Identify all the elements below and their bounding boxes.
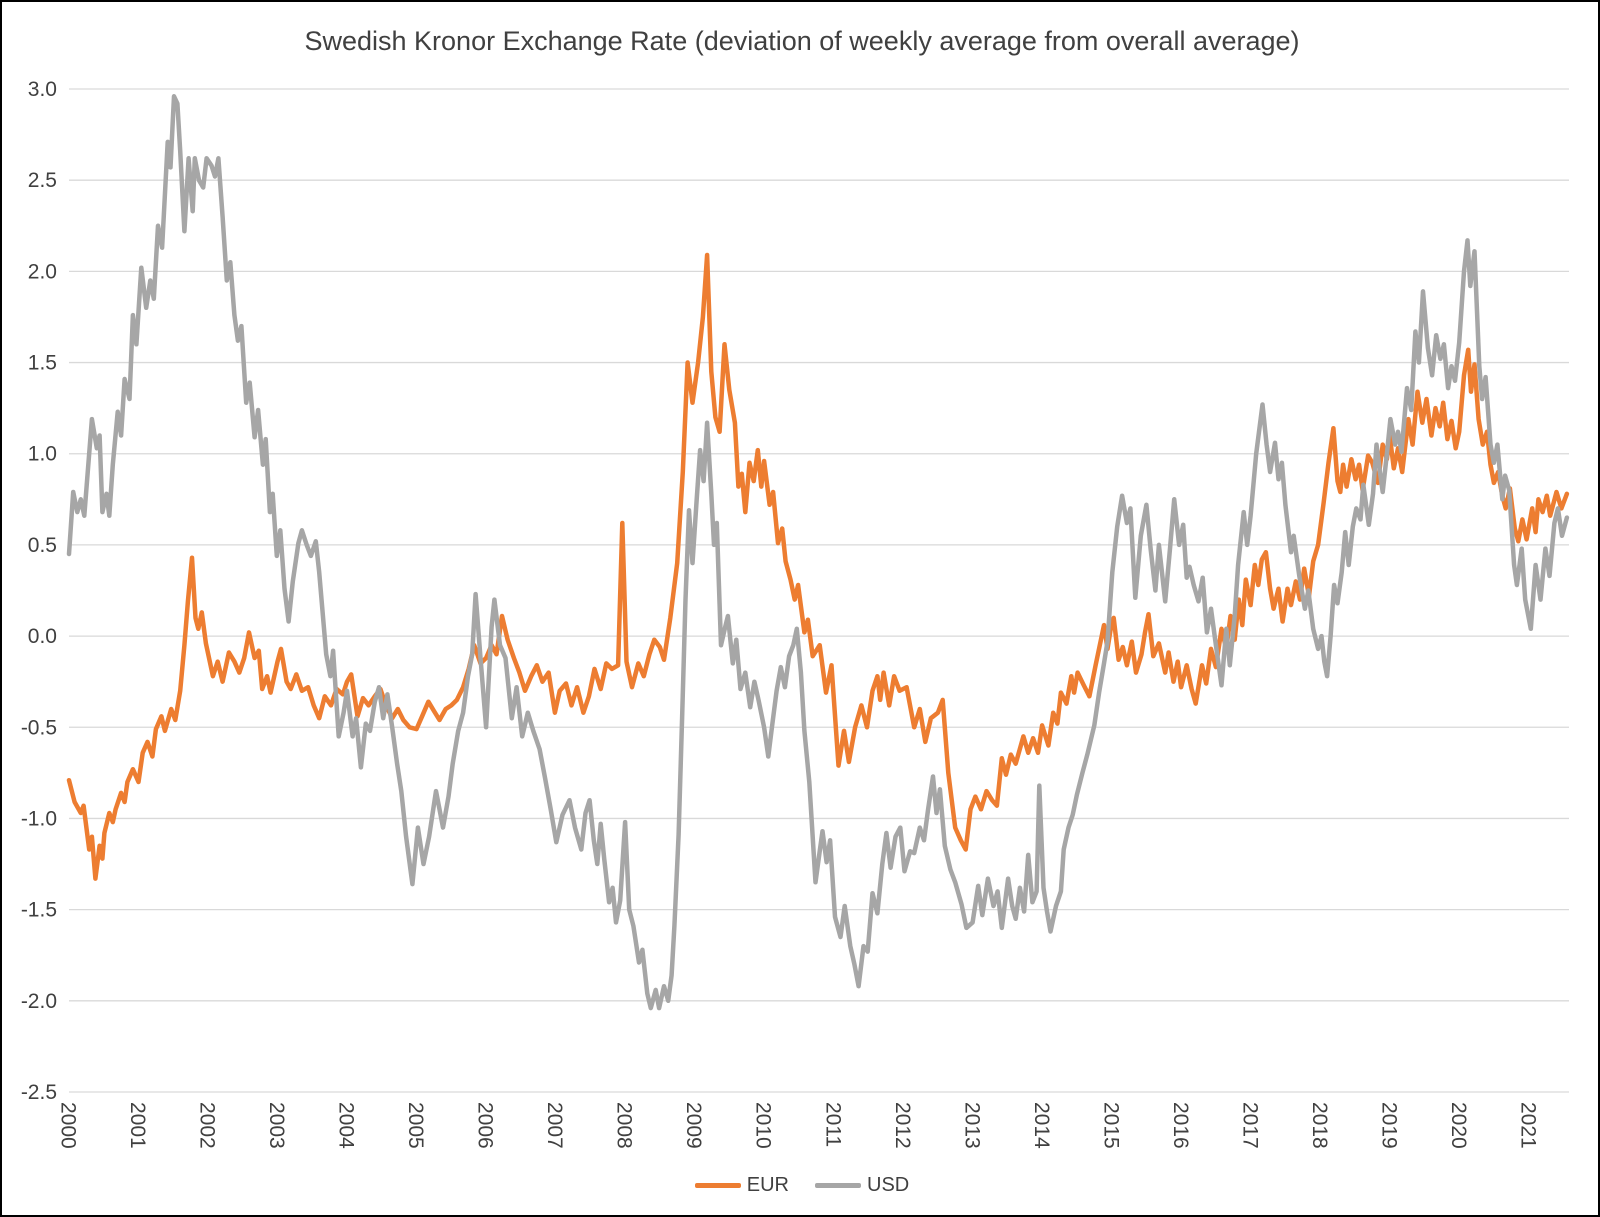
- y-axis-tick-label: -0.5: [21, 716, 57, 739]
- x-axis-tick-label: 2006: [474, 1102, 497, 1149]
- x-axis-tick-label: 2004: [335, 1102, 358, 1149]
- y-axis-tick-label: -2.5: [21, 1081, 57, 1104]
- x-axis-tick-label: 2020: [1447, 1102, 1470, 1149]
- x-axis-tick-label: 2011: [821, 1102, 844, 1147]
- x-axis-tick-label: 2018: [1308, 1102, 1331, 1149]
- x-axis-tick-label: 2017: [1238, 1102, 1261, 1149]
- eur-line-swatch: [694, 1183, 741, 1188]
- x-axis-tick-label: 2021: [1516, 1102, 1539, 1149]
- y-axis-tick-label: -1.0: [21, 807, 57, 830]
- x-axis-tick-label: 2016: [1169, 1102, 1192, 1149]
- y-axis-tick-label: 0.5: [28, 534, 57, 557]
- x-axis-tick-label: 2008: [613, 1102, 636, 1149]
- legend-item-eur: EUR: [694, 1174, 789, 1197]
- x-axis-tick-label: 2005: [404, 1102, 427, 1149]
- x-axis-tick-label: 2002: [196, 1102, 219, 1149]
- usd-line-swatch: [815, 1183, 861, 1188]
- y-axis-tick-label: -1.5: [21, 899, 57, 922]
- chart-title: Swedish Kronor Exchange Rate (deviation …: [304, 26, 1300, 56]
- x-axis-tick-label: 2019: [1377, 1102, 1400, 1149]
- x-axis-tick-label: 2012: [891, 1102, 914, 1149]
- y-axis-tick-label: 1.5: [28, 352, 57, 375]
- legend-label-eur: EUR: [746, 1174, 789, 1196]
- x-axis-tick-label: 2001: [126, 1102, 149, 1149]
- usd-line: [66, 94, 1570, 1011]
- y-axis-tick-label: 2.0: [28, 260, 57, 283]
- x-axis-tick-label: 2007: [543, 1102, 566, 1149]
- x-axis-tick-label: 2003: [265, 1102, 288, 1149]
- eur-line: [66, 252, 1570, 881]
- x-axis-tick-label: 2014: [1030, 1102, 1053, 1149]
- x-axis-tick-label: 2015: [1099, 1102, 1122, 1149]
- x-axis-tick-label: 2013: [960, 1102, 983, 1149]
- y-axis-tick-label: 3.0: [28, 78, 57, 101]
- legend-item-usd: USD: [815, 1174, 909, 1197]
- y-axis-tick-label: -2.0: [21, 990, 57, 1013]
- x-axis-tick-label: 2000: [57, 1102, 80, 1149]
- y-axis-tick-label: 0.0: [28, 625, 57, 648]
- legend: EUR USD: [2, 1174, 1598, 1197]
- y-axis-tick-label: 1.0: [28, 443, 57, 466]
- x-axis-tick-label: 2009: [682, 1102, 705, 1149]
- x-axis-tick-label: 2010: [752, 1102, 775, 1149]
- y-axis-tick-label: 2.5: [28, 169, 57, 192]
- legend-label-usd: USD: [867, 1174, 910, 1196]
